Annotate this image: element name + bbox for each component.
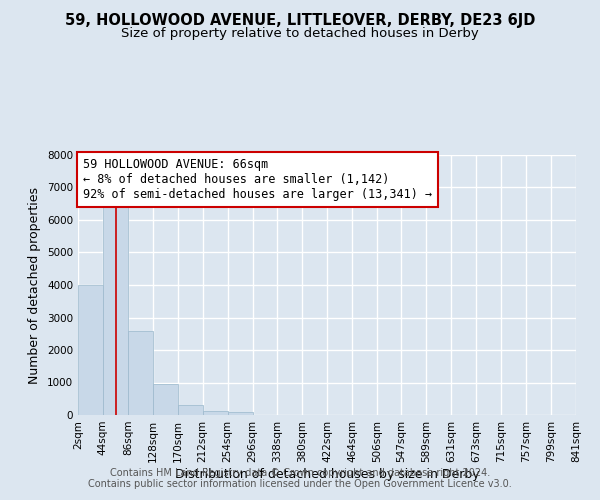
Bar xyxy=(153,384,178,415)
Text: 59, HOLLOWOOD AVENUE, LITTLEOVER, DERBY, DE23 6JD: 59, HOLLOWOOD AVENUE, LITTLEOVER, DERBY,… xyxy=(65,12,535,28)
Bar xyxy=(227,412,253,415)
Text: 59 HOLLOWOOD AVENUE: 66sqm
← 8% of detached houses are smaller (1,142)
92% of se: 59 HOLLOWOOD AVENUE: 66sqm ← 8% of detac… xyxy=(83,158,432,200)
Y-axis label: Number of detached properties: Number of detached properties xyxy=(28,186,41,384)
Bar xyxy=(178,404,203,415)
X-axis label: Distribution of detached houses by size in Derby: Distribution of detached houses by size … xyxy=(175,468,479,480)
Bar xyxy=(203,411,227,415)
Text: Size of property relative to detached houses in Derby: Size of property relative to detached ho… xyxy=(121,28,479,40)
Bar xyxy=(128,330,153,415)
Text: Contains public sector information licensed under the Open Government Licence v3: Contains public sector information licen… xyxy=(88,479,512,489)
Bar xyxy=(103,200,128,415)
Text: Contains HM Land Registry data © Crown copyright and database right 2024.: Contains HM Land Registry data © Crown c… xyxy=(110,468,490,477)
Bar xyxy=(78,285,103,415)
